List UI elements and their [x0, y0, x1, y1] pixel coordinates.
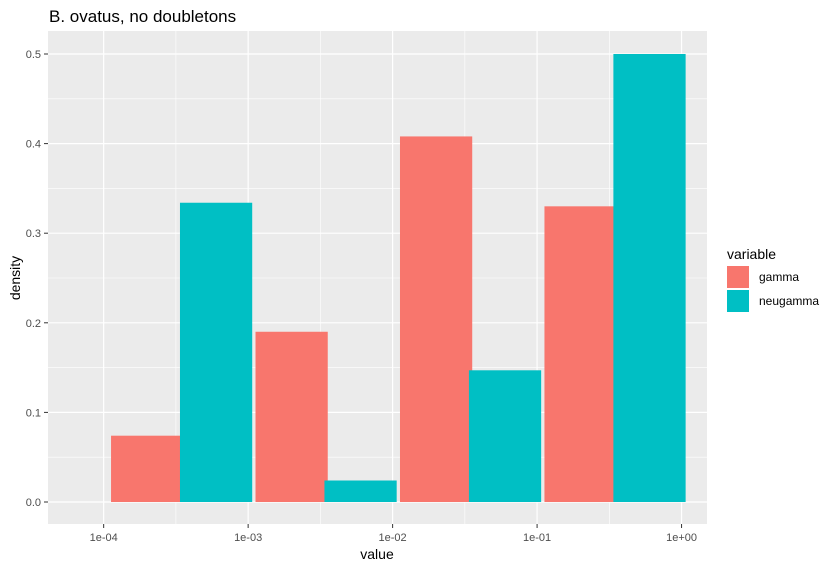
bar-neugamma	[324, 480, 397, 502]
x-tick-label: 1e-04	[90, 532, 118, 544]
bar-gamma	[544, 206, 617, 502]
legend-key-neugamma	[727, 290, 749, 312]
x-tick-label: 1e-02	[379, 532, 407, 544]
legend-title: variable	[727, 246, 776, 262]
bar-neugamma	[468, 370, 542, 502]
bar-gamma	[111, 435, 184, 502]
y-axis-title: density	[7, 256, 23, 300]
y-axis: 0.0 0.1 0.2 0.3 0.4 0.5	[26, 49, 48, 509]
bar-gamma	[399, 136, 473, 502]
y-tick-label: 0.4	[26, 139, 41, 151]
chart-title: B. ovatus, no doubletons	[49, 7, 236, 26]
x-axis-title: value	[360, 546, 394, 562]
y-tick-label: 0.5	[26, 49, 41, 61]
y-tick-label: 0.0	[26, 497, 41, 509]
y-tick-label: 0.2	[26, 318, 41, 330]
bars	[111, 54, 686, 502]
legend-label-neugamma: neugamma	[759, 294, 819, 308]
x-axis: 1e-04 1e-03 1e-02 1e-01 1e+00	[90, 524, 697, 544]
x-tick-label: 1e-03	[234, 532, 262, 544]
y-tick-label: 0.1	[26, 407, 41, 419]
x-tick-label: 1e+00	[666, 532, 697, 544]
legend: variable gamma neugamma	[727, 246, 819, 312]
legend-label-gamma: gamma	[759, 270, 799, 284]
bar-neugamma	[613, 54, 686, 502]
x-tick-label: 1e-01	[523, 532, 551, 544]
bar-neugamma	[179, 202, 253, 502]
y-tick-label: 0.3	[26, 228, 41, 240]
bar-gamma	[255, 331, 328, 502]
legend-key-gamma	[727, 266, 749, 288]
